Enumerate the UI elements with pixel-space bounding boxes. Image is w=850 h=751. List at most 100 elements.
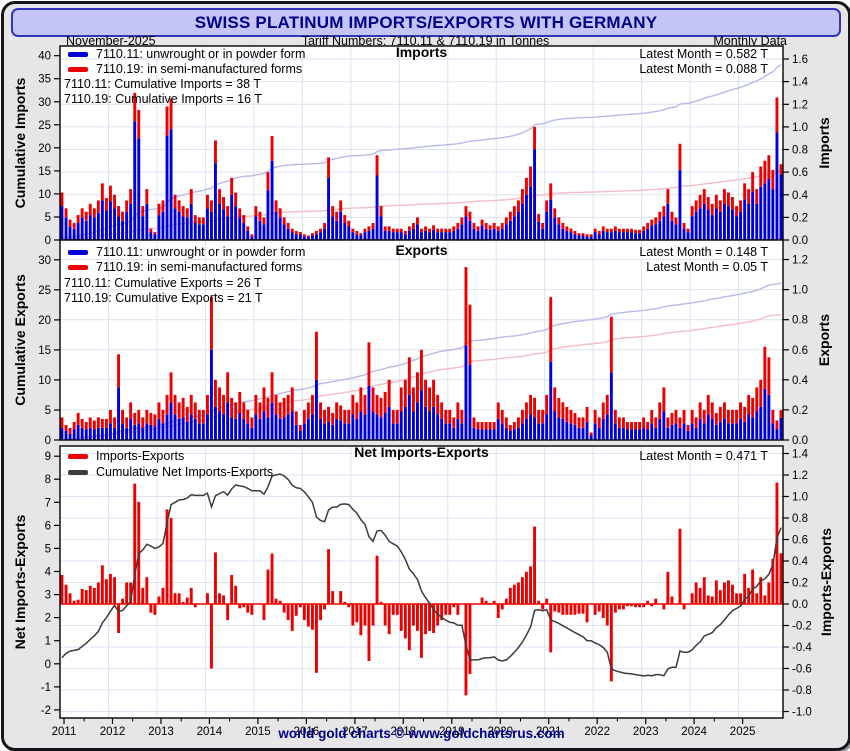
svg-text:15: 15 <box>38 166 51 178</box>
cumulative-imports-annotation-1: 7110.11: Cumulative Imports = 38 T <box>64 77 261 91</box>
legend-item-imports-7110-19: 7110.19: in semi-manufactured forms <box>68 62 302 76</box>
svg-text:0.0: 0.0 <box>792 599 808 611</box>
svg-text:5: 5 <box>45 212 51 224</box>
svg-text:40: 40 <box>38 51 51 63</box>
legend-item-net-cumulative: Cumulative Net Imports-Exports <box>68 465 273 479</box>
svg-text:10: 10 <box>38 189 51 201</box>
panel-imports-title: Imports <box>395 44 448 60</box>
legend-item-imports-7110-11: 7110.11: unwrought or in powder form <box>68 47 305 61</box>
svg-text:-0.4: -0.4 <box>792 642 812 654</box>
net-latest-month: Latest Month = 0.471 T <box>639 449 768 463</box>
y-axis-label-cumulative-imports: Cumulative Imports <box>12 77 28 209</box>
svg-text:0.2: 0.2 <box>792 578 808 590</box>
svg-text:0: 0 <box>45 659 51 671</box>
panel-net-title: Net Imports-Exports <box>354 444 489 460</box>
svg-text:2018: 2018 <box>391 726 417 738</box>
svg-text:1.6: 1.6 <box>792 54 808 66</box>
y-axis-label-imports: Imports <box>816 117 832 169</box>
svg-text:0.8: 0.8 <box>792 513 808 525</box>
svg-text:-2: -2 <box>41 705 51 717</box>
svg-text:2011: 2011 <box>52 726 77 738</box>
svg-text:2016: 2016 <box>294 726 320 738</box>
blue-line-swatch-icon <box>68 51 88 57</box>
svg-text:0.6: 0.6 <box>792 535 808 547</box>
svg-text:1.2: 1.2 <box>792 255 808 267</box>
imports-latest-month-2: Latest Month = 0.088 T <box>639 62 768 76</box>
report-date: November-2025 <box>66 34 156 48</box>
red-line-swatch-icon <box>68 453 88 459</box>
svg-text:1: 1 <box>45 636 51 648</box>
svg-text:3: 3 <box>45 590 51 602</box>
exports-latest-month-2: Latest Month = 0.05 T <box>646 260 768 274</box>
svg-text:-0.8: -0.8 <box>792 685 812 697</box>
svg-text:5: 5 <box>45 543 51 555</box>
svg-text:2024: 2024 <box>681 726 707 738</box>
legend-label: 7110.19: in semi-manufactured forms <box>96 62 303 76</box>
y-axis-label-net-imports-exports: Net Imports-Exports <box>12 514 28 650</box>
imports-latest-month-1: Latest Month = 0.582 T <box>639 47 768 61</box>
title-bar: SWISS PLATINUM IMPORTS/EXPORTS WITH GERM… <box>11 8 841 37</box>
site-credit-link[interactable]: world gold charts © www.goldchartsrus.co… <box>278 726 565 741</box>
svg-text:1.2: 1.2 <box>792 99 808 111</box>
page-title: SWISS PLATINUM IMPORTS/EXPORTS WITH GERM… <box>194 12 658 32</box>
svg-text:2013: 2013 <box>148 726 174 738</box>
svg-text:2021: 2021 <box>536 726 562 738</box>
tariff-numbers: Tariff Numbers: 7110.11 & 7110.19 in Ton… <box>301 34 550 48</box>
svg-text:2020: 2020 <box>488 726 514 738</box>
svg-text:0.4: 0.4 <box>792 556 809 568</box>
exports-latest-month-1: Latest Month = 0.148 T <box>639 245 768 259</box>
svg-text:2012: 2012 <box>100 726 126 738</box>
svg-text:1.0: 1.0 <box>792 492 808 504</box>
svg-text:-0.6: -0.6 <box>792 664 812 676</box>
legend-label: 7110.11: unwrought or in powder form <box>96 47 306 61</box>
svg-text:9: 9 <box>45 451 51 463</box>
panel-exports-title: Exports <box>395 242 448 258</box>
svg-text:0.4: 0.4 <box>792 190 809 202</box>
legend-label: Imports-Exports <box>96 449 185 463</box>
svg-text:0.6: 0.6 <box>792 167 808 179</box>
svg-text:0.4: 0.4 <box>792 375 809 387</box>
svg-text:30: 30 <box>38 97 51 109</box>
svg-text:0.0: 0.0 <box>792 435 808 447</box>
svg-text:25: 25 <box>38 120 51 132</box>
svg-text:1.0: 1.0 <box>792 285 808 297</box>
svg-text:0: 0 <box>45 235 51 247</box>
cumulative-imports-annotation-2: 7110.19: Cumulative Imports = 16 T <box>64 92 262 106</box>
svg-text:4: 4 <box>45 567 52 579</box>
y-axis-label-cumulative-exports: Cumulative Exports <box>12 274 28 406</box>
svg-text:0.6: 0.6 <box>792 345 808 357</box>
svg-text:1.2: 1.2 <box>792 470 808 482</box>
red-line-swatch-icon <box>68 66 88 72</box>
cumulative-exports-annotation-2: 7110.19: Cumulative Exports = 21 T <box>64 291 263 305</box>
dark-line-swatch-icon <box>68 469 88 475</box>
blue-line-swatch-icon <box>68 249 88 255</box>
svg-text:8: 8 <box>45 474 51 486</box>
svg-text:10: 10 <box>38 375 51 387</box>
legend-item-net-monthly: Imports-Exports <box>68 449 184 463</box>
svg-text:0.8: 0.8 <box>792 315 808 327</box>
svg-text:2025: 2025 <box>730 726 756 738</box>
svg-text:35: 35 <box>38 74 51 86</box>
svg-text:0.2: 0.2 <box>792 212 808 224</box>
legend-label: 7110.19: in semi-manufactured forms <box>96 260 303 274</box>
svg-text:2015: 2015 <box>245 726 271 738</box>
legend-label: 7110.11: unwrought or in powder form <box>96 245 306 259</box>
svg-text:2023: 2023 <box>633 726 659 738</box>
svg-text:0.2: 0.2 <box>792 405 808 417</box>
cumulative-exports-annotation-1: 7110.11: Cumulative Exports = 26 T <box>64 276 262 290</box>
svg-text:1.4: 1.4 <box>792 449 809 461</box>
svg-text:-0.2: -0.2 <box>792 621 812 633</box>
svg-text:30: 30 <box>38 255 51 267</box>
svg-text:15: 15 <box>38 345 51 357</box>
svg-text:0.8: 0.8 <box>792 145 808 157</box>
svg-text:6: 6 <box>45 520 51 532</box>
svg-text:20: 20 <box>38 315 51 327</box>
svg-text:1.4: 1.4 <box>792 77 809 89</box>
svg-text:5: 5 <box>45 405 51 417</box>
red-line-swatch-icon <box>68 264 88 270</box>
svg-text:7: 7 <box>45 497 51 509</box>
svg-text:2017: 2017 <box>342 726 368 738</box>
data-frequency: Monthly Data <box>713 34 787 48</box>
svg-text:0: 0 <box>45 435 51 447</box>
